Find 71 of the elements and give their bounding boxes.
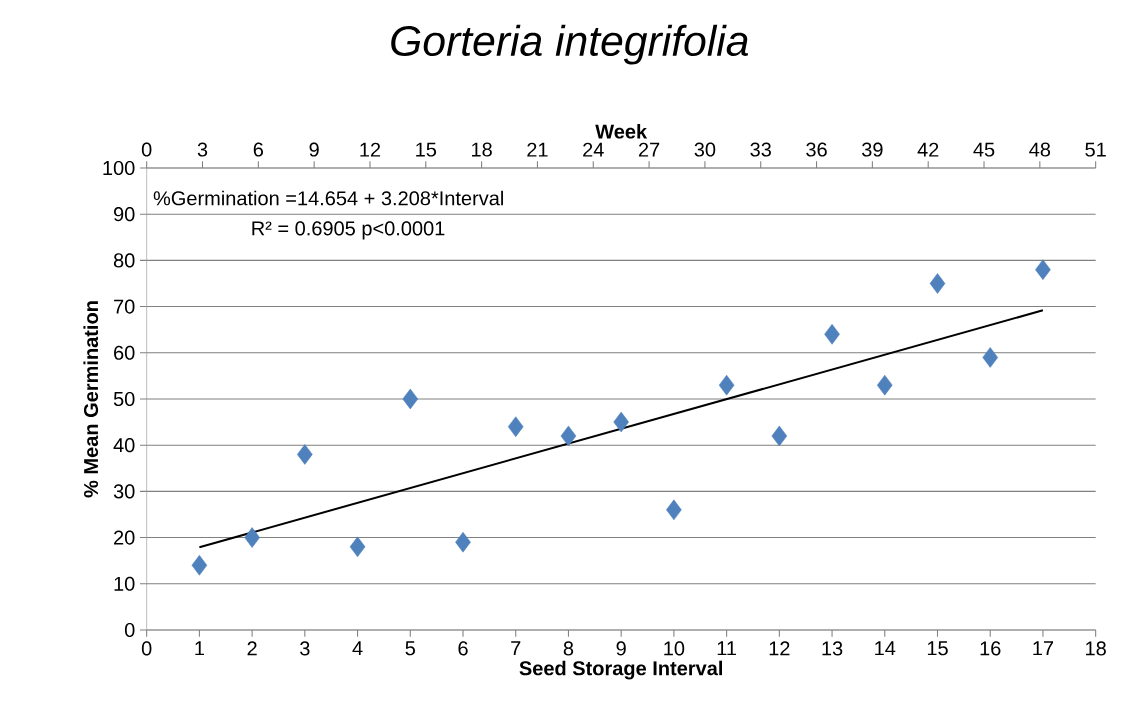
x-tick-label: 3 (300, 641, 310, 656)
chart-title: Gorteria integrifolia (391, 24, 749, 65)
x-tick-label: 13 (822, 641, 843, 656)
y-tick-label: 80 (113, 253, 135, 268)
point (191, 555, 208, 576)
point (877, 374, 893, 396)
point (824, 324, 840, 345)
x2-tick-label: 3 (197, 142, 208, 157)
y-tick-label: 10 (114, 576, 135, 591)
x-tick-label: 7 (511, 641, 521, 656)
x2-tick-label: 36 (806, 142, 827, 157)
x-tick-label: 18 (1086, 641, 1106, 656)
x2-tick-label: 21 (527, 142, 548, 157)
x2-tick-label: 18 (472, 142, 492, 157)
x-tick-label: 15 (927, 641, 948, 656)
point (666, 499, 682, 521)
point (297, 444, 313, 465)
x-tick-label: 11 (717, 641, 737, 656)
y-tick-label: 40 (113, 438, 135, 453)
x2-tick-label: 0 (141, 142, 152, 157)
x-tick-label: 5 (405, 641, 416, 656)
x2-tick-label: 51 (1085, 142, 1106, 157)
x2-tick-label: 42 (917, 142, 939, 157)
annotation: %Germination =14.654 + 3.208*Interval (153, 190, 503, 206)
y-tick-label: 30 (113, 484, 135, 499)
x-tick-label: 2 (247, 641, 257, 656)
x2-tick-label: 15 (416, 142, 437, 157)
y-tick-label: 70 (114, 299, 135, 314)
x-tick-label: 9 (616, 641, 626, 656)
y-tick-label: 20 (114, 530, 135, 545)
x-tick-label: 4 (352, 641, 363, 656)
y-tick-label: 60 (114, 345, 135, 360)
point (613, 411, 629, 433)
x2-axis-title: Week (595, 123, 648, 139)
point (560, 425, 577, 447)
point (1035, 259, 1051, 280)
x-tick-label: 17 (1033, 641, 1054, 656)
x-tick-label: 1 (195, 641, 204, 656)
point (349, 536, 366, 558)
x2-tick-label: 9 (309, 142, 319, 157)
x2-tick-label: 33 (750, 142, 771, 157)
x-tick-label: 0 (141, 641, 152, 656)
x-tick-label: 16 (980, 641, 1001, 656)
x-tick-label: 8 (563, 641, 574, 656)
x2-tick-label: 30 (694, 142, 716, 157)
point (982, 347, 998, 368)
y-tick-label: 50 (113, 391, 135, 407)
y-tick-label: 90 (114, 207, 135, 222)
x-tick-label: 14 (875, 641, 896, 656)
point (718, 374, 735, 396)
y-tick-label: 0 (124, 622, 135, 638)
point (455, 531, 471, 553)
y-axis-title: % Mean Germination (83, 301, 99, 498)
x2-tick-label: 27 (638, 142, 660, 157)
x2-tick-label: 39 (862, 142, 883, 157)
x2-tick-label: 6 (253, 142, 264, 157)
x2-tick-label: 45 (973, 142, 995, 157)
x-tick-label: 6 (458, 641, 468, 656)
point (244, 527, 260, 548)
x-tick-label: 12 (769, 641, 790, 656)
y-tick-label: 100 (103, 160, 135, 176)
x2-tick-label: 24 (583, 142, 604, 157)
x2-tick-label: 12 (360, 142, 381, 157)
point (771, 425, 788, 447)
point (507, 416, 524, 437)
point (402, 388, 419, 410)
annotation: R² = 0.6905 p<0.0001 (252, 221, 445, 240)
x-axis-title: Seed Storage Interval (519, 660, 722, 680)
x2-tick-label: 48 (1029, 142, 1051, 157)
point (929, 273, 946, 294)
x-tick-label: 10 (664, 641, 685, 656)
